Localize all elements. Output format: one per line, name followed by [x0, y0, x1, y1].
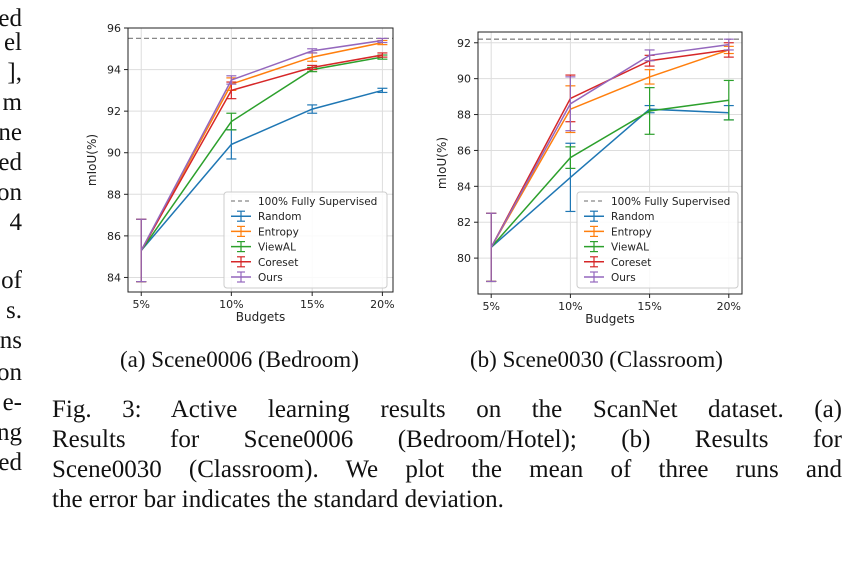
margin-fragment: e- [2, 389, 22, 416]
legend-label-ours: Ours [611, 272, 636, 284]
margin-fragment: el [3, 29, 22, 56]
legend-label-fully_supervised: 100% Fully Supervised [611, 196, 730, 208]
legend-label-ours: Ours [258, 272, 283, 284]
y-tick-label: 96 [107, 22, 121, 35]
legend-label-entropy: Entropy [611, 226, 652, 238]
x-tick-label: 5% [482, 300, 499, 313]
caption-line: Results for Scene0006 (Bedroom/Hotel); (… [52, 426, 842, 453]
series-line-ours [140, 39, 383, 251]
subcaption-a: (a) Scene0006 (Bedroom) [120, 347, 359, 372]
chart-panel-a: 84 86 88 90 92 94 96 5% 10% 15% 20% Budgets mIoU(%) 1… [85, 22, 395, 324]
x-tick-label: 20% [370, 298, 394, 311]
y-tick-label: 88 [107, 188, 121, 201]
margin-fragment: 4 [9, 209, 23, 236]
caption-line: Fig. 3: Active learning results on the S… [52, 396, 842, 423]
margin-fragment: of [1, 267, 22, 294]
y-tick-label: 80 [457, 252, 471, 265]
chart-panel-b: 80 82 84 86 88 90 92 5% 10% 15% 20% Budgets mIoU(%) 1… [435, 31, 743, 326]
x-axis-label: Budgets [236, 310, 285, 324]
series-line-entropy [140, 41, 383, 251]
legend-label-coreset: Coreset [611, 257, 651, 269]
legend-label-viewal: ViewAL [258, 242, 296, 254]
margin-fragment: ed [0, 149, 22, 176]
y-tick-label: 82 [457, 216, 471, 229]
x-tick-label: 5% [133, 298, 150, 311]
series-line-random [490, 108, 729, 248]
y-tick-label: 86 [457, 144, 471, 157]
y-tick-label: 88 [457, 109, 471, 122]
margin-fragment: on [0, 179, 22, 206]
legend-label-viewal: ViewAL [611, 242, 649, 254]
figure-caption: Fig. 3: Active learning results on the S… [52, 395, 842, 515]
figure: 84 86 88 90 92 94 96 5% 10% 15% 20% Budgets mIoU(%) 1… [85, 22, 743, 326]
x-tick-label: 10% [219, 298, 243, 311]
legend-box [576, 191, 739, 289]
caption-line: the error bar indicates the standard dev… [52, 486, 504, 513]
y-tick-label: 84 [457, 180, 471, 193]
legend-label-entropy: Entropy [258, 226, 299, 238]
axes-frame [477, 31, 743, 295]
margin-fragment: ng [0, 419, 22, 446]
series-line-viewal [490, 99, 729, 248]
legend-box [223, 191, 388, 289]
margin-fragment: ed [0, 449, 22, 476]
y-tick-label: 94 [107, 64, 121, 77]
series-line-entropy [490, 49, 730, 248]
legend-label-random: Random [611, 211, 654, 223]
margin-fragment: s. [6, 297, 22, 324]
x-tick-label: 15% [637, 300, 661, 313]
caption-line: Scene0030 (Classroom). We plot the mean … [52, 456, 842, 483]
y-tick-label: 92 [107, 105, 121, 118]
margin-fragment: ns [0, 327, 22, 354]
y-axis-label: mIoU(%) [85, 134, 99, 186]
margin-fragment: ne [0, 119, 22, 146]
series-line-coreset [140, 54, 383, 251]
x-tick-label: 10% [558, 300, 582, 313]
legend-label-random: Random [258, 211, 301, 223]
margin-fragment: ], [7, 59, 22, 86]
y-tick-label: 84 [107, 271, 121, 284]
x-tick-label: 15% [300, 298, 324, 311]
x-axis-label: Budgets [585, 312, 634, 326]
series-line-random [140, 89, 383, 251]
legend: 100% Fully Supervised Random Entropy ViewAL… [223, 191, 388, 289]
margin-fragment: on [0, 359, 22, 386]
y-tick-label: 86 [107, 230, 121, 243]
x-tick-label: 20% [717, 300, 741, 313]
y-tick-label: 90 [457, 73, 471, 86]
y-axis-label: mIoU(%) [435, 137, 449, 189]
legend-label-coreset: Coreset [258, 257, 298, 269]
left-column-fragments: ed el], m ne ed on 4 of s. ns on e-ng ed [0, 0, 22, 565]
margin-fragment: ed [0, 5, 22, 32]
y-tick-label: 90 [107, 147, 121, 160]
axes-frame [127, 27, 394, 293]
legend: 100% Fully Supervised Random Entropy ViewAL… [576, 191, 739, 289]
series-line-ours [490, 43, 729, 248]
y-tick-label: 92 [457, 37, 471, 50]
series-line-viewal [140, 56, 383, 251]
margin-fragment: m [2, 89, 22, 116]
subcaption-b: (b) Scene0030 (Classroom) [470, 347, 723, 372]
legend-label-fully_supervised: 100% Fully Supervised [258, 196, 377, 208]
